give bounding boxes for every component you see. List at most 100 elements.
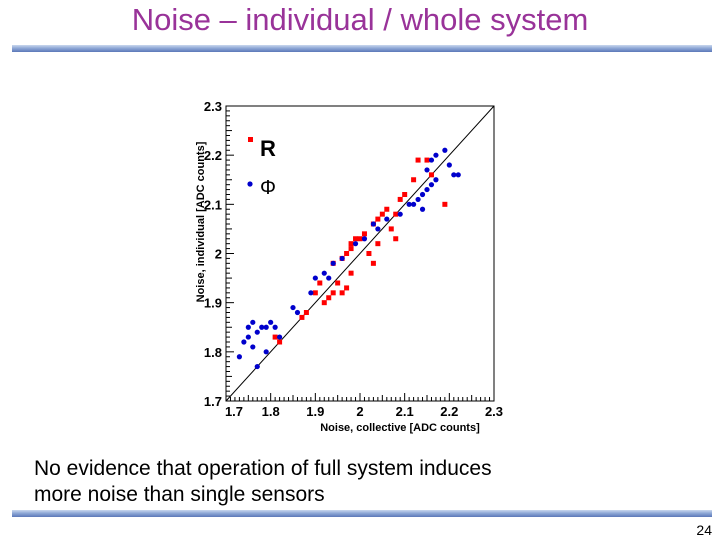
data-point-R xyxy=(384,206,390,212)
y-tick-label: 2.3 xyxy=(204,99,222,114)
page-number: 24 xyxy=(696,522,712,538)
data-point-R xyxy=(366,251,372,256)
data-point-Phi xyxy=(455,172,461,178)
y-tick-label: 2.1 xyxy=(204,197,222,212)
data-point-R xyxy=(393,211,399,217)
data-point-R xyxy=(388,226,394,232)
data-point-R xyxy=(299,314,305,320)
data-point-Phi xyxy=(428,157,435,163)
diagonal-line xyxy=(225,105,495,402)
legend: RΦ xyxy=(247,136,276,199)
data-point-Phi xyxy=(442,147,448,153)
data-point-Phi xyxy=(268,319,274,325)
data-point-R xyxy=(379,211,385,217)
y-axis-label: Noise, individual [ADC counts] xyxy=(195,141,207,302)
data-point-Phi xyxy=(411,201,417,207)
data-point-R xyxy=(428,172,434,178)
data-point-R xyxy=(393,236,399,242)
data-point-R xyxy=(339,290,345,296)
y-tick-label: 2 xyxy=(215,247,222,262)
data-point-Phi xyxy=(424,167,430,173)
data-point-Phi xyxy=(424,186,430,193)
data-point-R xyxy=(370,260,376,266)
data-point-R xyxy=(335,280,341,286)
data-point-Phi xyxy=(277,334,283,340)
data-point-Phi xyxy=(433,152,439,158)
x-tick-label: 2.1 xyxy=(396,404,414,419)
data-point-R xyxy=(353,236,359,242)
data-point-R xyxy=(357,236,363,242)
slide-title: Noise – individual / whole system xyxy=(131,2,589,37)
data-point-R xyxy=(303,310,309,315)
data-point-Phi xyxy=(236,354,242,360)
data-point-R xyxy=(272,334,278,340)
body-line-2: more noise than single sensors xyxy=(34,483,325,506)
data-point-Phi xyxy=(254,363,260,370)
data-point-Phi xyxy=(361,236,368,242)
title-divider xyxy=(12,45,712,52)
data-point-R xyxy=(330,290,336,296)
data-point-R xyxy=(442,201,448,207)
data-point-Phi xyxy=(290,304,296,311)
data-point-Phi xyxy=(326,275,332,281)
slide-body: No evidence that operation of full syste… xyxy=(34,456,634,508)
plot-axes xyxy=(225,105,495,402)
data-point-Phi xyxy=(294,309,301,316)
data-point-Phi xyxy=(428,182,435,188)
data-point-R xyxy=(312,290,318,296)
y-tick-label: 1.9 xyxy=(204,296,222,311)
x-tick-label: 2 xyxy=(356,404,363,419)
data-point-Phi xyxy=(321,270,327,276)
x-tick-label: 1.9 xyxy=(306,404,324,419)
body-line-1: No evidence that operation of full syste… xyxy=(34,457,492,480)
footer-divider xyxy=(12,510,712,517)
data-point-R xyxy=(348,246,354,252)
x-axis-label: Noise, collective [ADC counts] xyxy=(320,422,480,434)
data-point-R xyxy=(326,295,332,301)
x-tick-label: 2.3 xyxy=(485,404,503,419)
data-point-R xyxy=(344,251,350,256)
legend-marker-R xyxy=(248,137,253,142)
data-point-R xyxy=(415,157,421,163)
data-point-R xyxy=(375,241,381,247)
data-point-Phi xyxy=(384,216,390,222)
data-point-R xyxy=(321,300,327,306)
data-point-R xyxy=(375,216,381,222)
data-point-Phi xyxy=(433,177,439,183)
legend-label-Phi: Φ xyxy=(260,177,276,199)
data-point-Phi xyxy=(375,226,381,232)
data-point-Phi xyxy=(339,255,345,262)
data-point-R xyxy=(348,270,354,276)
data-point-Phi xyxy=(451,172,457,178)
x-tick-label: 1.7 xyxy=(225,404,243,419)
data-point-Phi xyxy=(245,324,251,330)
data-point-Phi xyxy=(397,211,403,217)
data-point-R xyxy=(397,196,403,202)
x-tick-label: 2.2 xyxy=(440,404,458,419)
data-point-Phi xyxy=(250,319,256,325)
data-point-Phi xyxy=(419,206,426,212)
data-point-Phi xyxy=(259,324,265,330)
data-point-Phi xyxy=(241,339,247,345)
data-point-Phi xyxy=(312,275,318,281)
data-point-R xyxy=(402,192,408,197)
data-point-R xyxy=(317,280,323,286)
data-point-Phi xyxy=(263,349,269,355)
data-point-R xyxy=(361,231,367,237)
data-point-Phi xyxy=(263,324,269,330)
data-point-Phi xyxy=(308,290,314,296)
data-point-Phi xyxy=(245,334,251,340)
data-point-Phi xyxy=(406,201,412,207)
legend-marker-Phi xyxy=(247,181,253,187)
data-point-Phi xyxy=(254,329,260,335)
data-point-Phi xyxy=(352,241,359,247)
data-point-Phi xyxy=(415,196,421,203)
y-tick-label: 1.8 xyxy=(204,345,222,360)
data-points xyxy=(236,147,461,370)
data-point-R xyxy=(424,157,430,163)
data-point-Phi xyxy=(272,324,278,330)
data-point-Phi xyxy=(419,191,426,198)
data-point-Phi xyxy=(446,162,452,168)
y-tick-label: 2.2 xyxy=(204,148,222,163)
